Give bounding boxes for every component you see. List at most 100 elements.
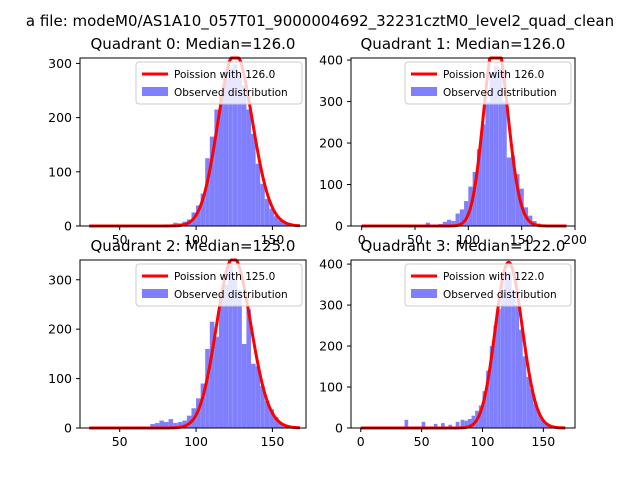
histogram-bar — [486, 370, 490, 428]
histogram-bar — [241, 85, 247, 226]
panel-title: Quadrant 0: Median=126.0 — [91, 35, 296, 53]
x-tick-label: 50 — [112, 232, 128, 247]
legend-label-observed: Observed distribution — [174, 289, 288, 301]
histogram-bar — [421, 421, 426, 428]
histogram-bar — [502, 101, 507, 226]
legend-label-poisson: Poission with 126.0 — [174, 69, 275, 81]
histogram-bar — [278, 220, 284, 226]
histogram-bar — [404, 419, 409, 428]
histogram-bar — [154, 423, 160, 428]
histogram-bar — [515, 305, 519, 428]
y-tick-label: 200 — [48, 110, 72, 125]
x-tick-label: 50 — [407, 232, 423, 247]
histogram-bar — [500, 288, 505, 428]
histogram-bar — [451, 221, 456, 226]
panel-title: Quadrant 3: Median=122.0 — [361, 237, 566, 255]
legend-box — [135, 61, 303, 105]
histogram-bar — [209, 136, 215, 226]
histogram-bar — [467, 418, 472, 428]
histogram-bar — [264, 198, 270, 226]
histogram-bar — [255, 366, 261, 428]
histogram-bar — [241, 344, 247, 428]
histogram-bar — [485, 101, 490, 226]
histogram-bar — [533, 403, 538, 428]
histogram-bar — [441, 423, 445, 428]
legend: Poission with 122.0 Observed distribution — [404, 263, 572, 307]
histogram-bar — [519, 329, 523, 428]
histogram-bar — [251, 363, 256, 428]
histogram-bar — [522, 356, 527, 428]
histogram-bar — [269, 409, 274, 428]
histogram-bar — [447, 219, 452, 226]
legend-box — [404, 263, 572, 307]
histogram-bar — [464, 201, 469, 226]
histogram-bar — [205, 158, 210, 226]
histogram-bar — [200, 193, 206, 226]
histogram-bar — [177, 422, 183, 428]
axes-frame — [79, 259, 307, 429]
y-tick-label: 0 — [64, 219, 72, 234]
histogram-bar — [173, 423, 178, 428]
y-tick-label: 300 — [48, 56, 72, 71]
legend-bar-swatch — [142, 289, 168, 298]
histogram-bar — [481, 124, 486, 226]
histogram-bar — [182, 420, 187, 428]
y-tick-label: 300 — [319, 94, 343, 109]
x-tick-label: 0 — [357, 434, 365, 449]
panel-quadrant-3: 0 50 100 150 0 100 200 300 400 Quadrant 3: Median… — [319, 237, 576, 449]
histogram-bar — [214, 336, 219, 428]
x-tick-label: 50 — [414, 434, 430, 449]
legend-bar-swatch — [411, 289, 437, 298]
histogram-bar — [471, 415, 476, 428]
histogram-bar — [472, 172, 477, 226]
histogram-bar — [448, 424, 453, 428]
y-tick-label: 200 — [319, 339, 343, 354]
histogram-bar — [540, 419, 545, 428]
y-tick-label: 0 — [64, 421, 72, 436]
histogram-bar — [269, 208, 274, 226]
histogram-bar — [251, 133, 256, 226]
histogram-bar — [515, 174, 520, 226]
panel-title: Quadrant 1: Median=126.0 — [361, 35, 566, 53]
legend-label-observed: Observed distribution — [443, 289, 557, 301]
histogram-bar — [544, 423, 549, 428]
histogram-bar — [497, 309, 501, 428]
legend-box — [404, 61, 572, 105]
histogram-bar — [460, 419, 465, 428]
histogram-bar — [489, 346, 494, 428]
histogram-bar — [218, 95, 224, 226]
histogram-bar — [246, 109, 252, 226]
legend-bar-swatch — [142, 87, 168, 96]
histogram-bar — [214, 109, 219, 226]
y-tick-label: 200 — [319, 136, 343, 151]
histogram-bar — [476, 149, 482, 226]
legend-label-poisson: Poission with 126.0 — [443, 69, 544, 81]
histogram-bar — [232, 64, 238, 226]
histogram-bar — [442, 221, 447, 226]
legend-box — [135, 263, 303, 307]
legend-label-observed: Observed distribution — [443, 87, 557, 99]
histogram-bar — [223, 284, 229, 428]
histogram-bar — [489, 76, 494, 227]
y-tick-label: 100 — [48, 164, 72, 179]
legend: Poission with 126.0 Observed distribution — [404, 61, 572, 105]
histogram-bar — [223, 79, 229, 226]
histogram-bar — [209, 321, 215, 428]
histogram-bar — [159, 420, 164, 428]
histogram-bar — [511, 290, 516, 428]
legend-bar-swatch — [411, 87, 437, 96]
histogram-bar — [283, 223, 288, 226]
y-tick-label: 400 — [319, 53, 343, 68]
histogram-bar — [273, 216, 279, 226]
y-tick-label: 100 — [48, 371, 72, 386]
histogram-bar — [459, 209, 465, 226]
x-tick-label: 150 — [260, 232, 284, 247]
y-tick-label: 100 — [319, 380, 343, 395]
legend-label-poisson: Poission with 122.0 — [443, 271, 544, 283]
histogram-bar — [163, 422, 169, 428]
histogram-bar — [150, 424, 155, 428]
y-tick-label: 300 — [48, 272, 72, 287]
histogram-bar — [433, 423, 438, 428]
histogram-bar — [273, 417, 279, 428]
